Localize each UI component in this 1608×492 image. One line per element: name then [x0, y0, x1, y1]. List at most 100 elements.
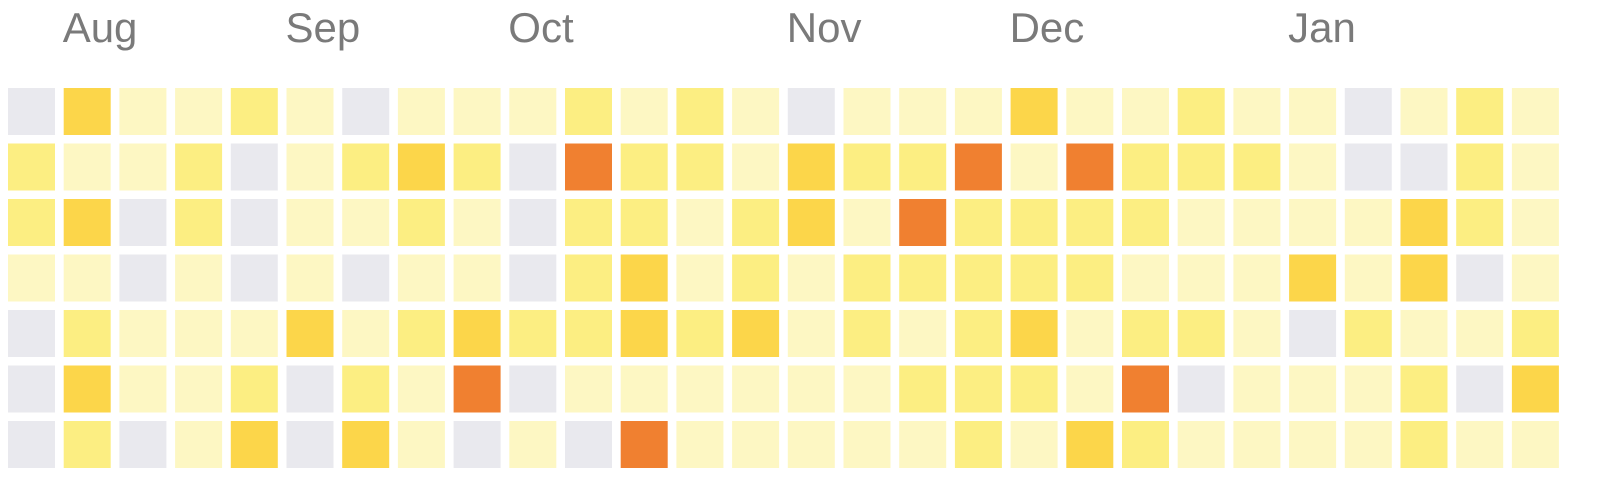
- heatmap-cell: [1344, 143, 1392, 191]
- heatmap-cell: [286, 310, 334, 357]
- heatmap-cell: [1177, 254, 1225, 302]
- heatmap-cell: [1066, 143, 1114, 191]
- heatmap-cell: [119, 88, 167, 135]
- heatmap-cell: [1400, 365, 1448, 413]
- heatmap-cell: [1010, 310, 1058, 357]
- heatmap-cells: [8, 88, 1559, 468]
- heatmap-cell: [565, 143, 612, 191]
- heatmap-cell: [8, 199, 55, 246]
- heatmap-cell: [732, 254, 780, 302]
- heatmap-cell: [509, 310, 557, 357]
- heatmap-cell: [1066, 421, 1114, 468]
- heatmap-cell: [397, 254, 445, 302]
- heatmap-cell: [899, 310, 947, 357]
- month-label: Dec: [1010, 4, 1085, 51]
- heatmap-cell: [119, 421, 167, 468]
- heatmap-cell: [954, 199, 1002, 246]
- heatmap-cell: [509, 421, 557, 468]
- heatmap-cell: [1511, 310, 1559, 357]
- heatmap-cell: [565, 88, 612, 135]
- heatmap-cell: [1177, 199, 1225, 246]
- heatmap-cell: [732, 88, 780, 135]
- heatmap-cell: [899, 143, 947, 191]
- heatmap-cell: [119, 199, 167, 246]
- heatmap-cell: [1289, 88, 1337, 135]
- heatmap-cell: [342, 88, 390, 135]
- heatmap-cell: [1066, 199, 1114, 246]
- heatmap-cell: [899, 254, 947, 302]
- heatmap-cell: [453, 254, 501, 302]
- heatmap-cell: [8, 365, 55, 413]
- heatmap-cell: [230, 143, 278, 191]
- heatmap-cell: [1344, 199, 1392, 246]
- heatmap-cell: [1122, 88, 1169, 135]
- heatmap-cell: [1066, 88, 1114, 135]
- heatmap-cell: [63, 310, 111, 357]
- heatmap-cell: [1177, 421, 1225, 468]
- heatmap-cell: [8, 88, 55, 135]
- heatmap-cell: [620, 199, 668, 246]
- heatmap-cell: [1400, 88, 1448, 135]
- heatmap-cell: [676, 199, 724, 246]
- heatmap-cell: [119, 143, 167, 191]
- month-label: Oct: [508, 4, 574, 51]
- heatmap-cell: [843, 254, 891, 302]
- heatmap-cell: [286, 421, 334, 468]
- heatmap-cell: [1400, 421, 1448, 468]
- heatmap-cell: [843, 199, 891, 246]
- heatmap-cell: [63, 254, 111, 302]
- heatmap-cell: [954, 88, 1002, 135]
- heatmap-cell: [787, 199, 835, 246]
- heatmap-cell: [63, 88, 111, 135]
- heatmap-cell: [119, 254, 167, 302]
- heatmap-cell: [1233, 365, 1281, 413]
- heatmap-cell: [732, 421, 780, 468]
- heatmap-cell: [342, 365, 390, 413]
- heatmap-cell: [509, 88, 557, 135]
- heatmap-cell: [676, 143, 724, 191]
- heatmap-cell: [1122, 143, 1169, 191]
- heatmap-cell: [1400, 254, 1448, 302]
- heatmap-cell: [1400, 143, 1448, 191]
- heatmap-cell: [8, 421, 55, 468]
- heatmap-cell: [230, 310, 278, 357]
- heatmap-cell: [119, 310, 167, 357]
- heatmap-cell: [286, 254, 334, 302]
- heatmap-cell: [1511, 143, 1559, 191]
- heatmap-cell: [1344, 88, 1392, 135]
- heatmap-cell: [230, 421, 278, 468]
- heatmap-cell: [397, 365, 445, 413]
- heatmap-cell: [453, 199, 501, 246]
- heatmap-cell: [1456, 143, 1504, 191]
- heatmap-cell: [565, 365, 612, 413]
- heatmap-cell: [1289, 199, 1337, 246]
- heatmap-cell: [1456, 365, 1504, 413]
- heatmap-cell: [899, 421, 947, 468]
- heatmap-cell: [787, 421, 835, 468]
- heatmap-cell: [175, 88, 223, 135]
- heatmap-cell: [453, 310, 501, 357]
- heatmap-cell: [954, 310, 1002, 357]
- heatmap-cell: [1511, 254, 1559, 302]
- heatmap-cell: [1289, 310, 1337, 357]
- heatmap-cell: [1233, 421, 1281, 468]
- heatmap-cell: [1456, 254, 1504, 302]
- heatmap-cell: [1122, 254, 1169, 302]
- heatmap-cell: [230, 88, 278, 135]
- heatmap-cell: [1122, 310, 1169, 357]
- heatmap-cell: [286, 365, 334, 413]
- heatmap-cell: [342, 199, 390, 246]
- month-label: Aug: [63, 4, 138, 51]
- heatmap-cell: [843, 88, 891, 135]
- heatmap-cell: [1233, 143, 1281, 191]
- heatmap-cell: [676, 365, 724, 413]
- heatmap-cell: [676, 421, 724, 468]
- heatmap-cell: [1344, 310, 1392, 357]
- heatmap-cell: [787, 88, 835, 135]
- heatmap-cell: [620, 310, 668, 357]
- heatmap-cell: [565, 421, 612, 468]
- heatmap-cell: [1122, 365, 1169, 413]
- heatmap-cell: [286, 88, 334, 135]
- heatmap-cell: [787, 143, 835, 191]
